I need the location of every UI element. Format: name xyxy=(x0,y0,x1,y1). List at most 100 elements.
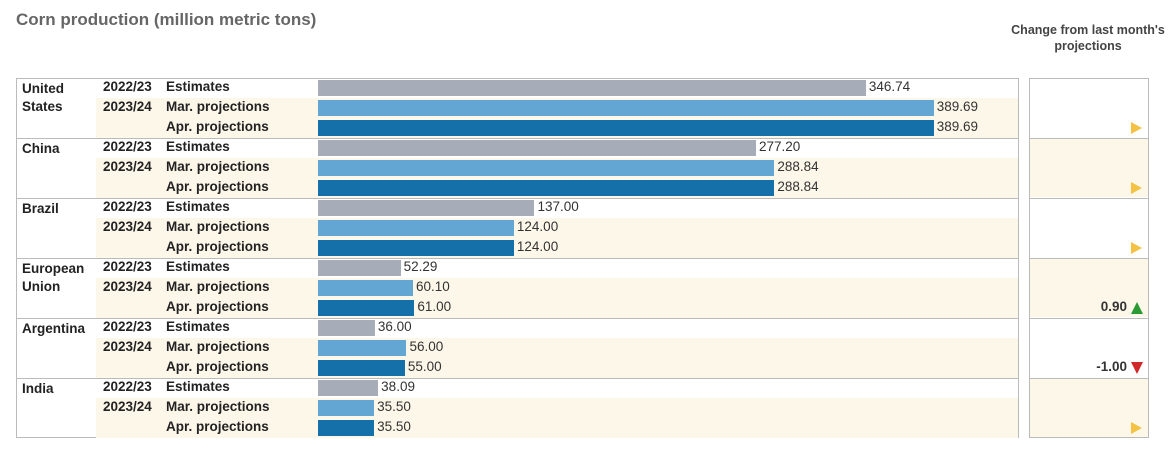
series-label: Mar. projections xyxy=(166,219,270,234)
bar xyxy=(318,420,375,436)
series-label: Estimates xyxy=(166,139,230,154)
group-label: European Union xyxy=(22,261,85,294)
series-label: Mar. projections xyxy=(166,99,270,114)
change-divider xyxy=(1029,258,1149,259)
change-indicator xyxy=(1131,422,1142,434)
group-label: Argentina xyxy=(22,321,86,336)
value-label: 389.69 xyxy=(936,99,978,114)
value-label: 61.00 xyxy=(417,299,452,314)
year-label: 2023/24 xyxy=(103,399,152,414)
row-shade xyxy=(96,278,1018,318)
group-divider xyxy=(16,318,1019,319)
value-label: 288.84 xyxy=(777,159,819,174)
series-label: Mar. projections xyxy=(166,339,270,354)
value-label: 389.69 xyxy=(936,119,978,134)
value-label: 124.00 xyxy=(516,239,559,254)
change-cell xyxy=(1030,79,1148,137)
value-label: 56.00 xyxy=(409,339,444,354)
value-label: 137.00 xyxy=(537,199,579,214)
group-divider xyxy=(16,258,1019,259)
series-label: Mar. projections xyxy=(166,399,270,414)
change-cell xyxy=(1030,379,1148,437)
series-label: Apr. projections xyxy=(166,239,269,254)
change-indicator xyxy=(1131,182,1142,194)
bar xyxy=(318,140,756,156)
year-label: 2022/23 xyxy=(103,79,152,94)
change-indicator xyxy=(1131,242,1142,254)
year-label: 2022/23 xyxy=(103,319,152,334)
value-label: 288.84 xyxy=(777,179,819,194)
series-label: Mar. projections xyxy=(166,159,270,174)
group-divider xyxy=(16,378,1019,379)
bar xyxy=(318,160,775,176)
bar xyxy=(318,240,514,256)
series-label: Estimates xyxy=(166,259,230,274)
change-divider xyxy=(1029,198,1149,199)
bar xyxy=(318,220,514,236)
change-indicator xyxy=(1131,302,1143,314)
group-divider xyxy=(16,138,1019,139)
bar xyxy=(318,360,405,376)
year-label: 2023/24 xyxy=(103,99,152,114)
year-label: 2023/24 xyxy=(103,219,152,234)
group-label: Brazil xyxy=(22,201,59,216)
bar xyxy=(318,120,934,136)
value-label: 277.20 xyxy=(758,139,801,154)
group-divider xyxy=(16,198,1019,199)
change-divider xyxy=(1029,138,1149,139)
bar xyxy=(318,340,407,356)
bar xyxy=(318,180,775,196)
year-label: 2022/23 xyxy=(103,379,152,394)
value-label: 346.74 xyxy=(868,79,911,94)
bar xyxy=(318,260,401,276)
year-label: 2022/23 xyxy=(103,199,152,214)
year-label: 2023/24 xyxy=(103,279,152,294)
group-label: China xyxy=(22,141,60,156)
series-label: Apr. projections xyxy=(166,179,269,194)
value-label: 55.00 xyxy=(407,359,442,374)
group-label: India xyxy=(22,381,54,396)
bar xyxy=(318,380,379,396)
bar xyxy=(318,280,413,296)
series-label: Apr. projections xyxy=(166,119,269,134)
series-label: Apr. projections xyxy=(166,359,269,374)
year-label: 2022/23 xyxy=(103,259,152,274)
row-shade xyxy=(96,218,1018,258)
change-indicator xyxy=(1131,362,1143,374)
series-label: Apr. projections xyxy=(166,419,269,434)
series-label: Mar. projections xyxy=(166,279,270,294)
value-label: 38.09 xyxy=(381,379,415,394)
change-header: Change from last month's projections xyxy=(1011,23,1165,53)
change-divider xyxy=(1029,378,1149,379)
bar xyxy=(318,300,415,316)
row-shade xyxy=(96,398,1018,438)
change-label: 0.90 xyxy=(1100,299,1127,314)
change-cell xyxy=(1030,259,1148,317)
series-label: Estimates xyxy=(166,379,230,394)
value-label: 35.50 xyxy=(377,399,411,414)
change-cell xyxy=(1030,139,1148,197)
bar xyxy=(318,200,535,216)
change-label: -1.00 xyxy=(1096,359,1127,374)
series-label: Estimates xyxy=(166,79,230,94)
change-cell xyxy=(1030,199,1148,257)
change-divider xyxy=(1029,318,1149,319)
year-label: 2022/23 xyxy=(103,139,152,154)
change-cell xyxy=(1030,319,1148,377)
value-label: 35.50 xyxy=(377,419,411,434)
year-label: 2023/24 xyxy=(103,339,152,354)
row-shade xyxy=(96,338,1018,378)
value-label: 60.10 xyxy=(415,279,450,294)
series-label: Apr. projections xyxy=(166,299,269,314)
bar xyxy=(318,80,866,96)
value-label: 36.00 xyxy=(377,319,412,334)
chart-title: Corn production (million metric tons) xyxy=(16,10,317,29)
series-label: Estimates xyxy=(166,199,230,214)
bar xyxy=(318,100,934,116)
bar xyxy=(318,400,375,416)
value-label: 52.29 xyxy=(403,259,438,274)
bar xyxy=(318,320,375,336)
year-label: 2023/24 xyxy=(103,159,152,174)
series-label: Estimates xyxy=(166,319,230,334)
